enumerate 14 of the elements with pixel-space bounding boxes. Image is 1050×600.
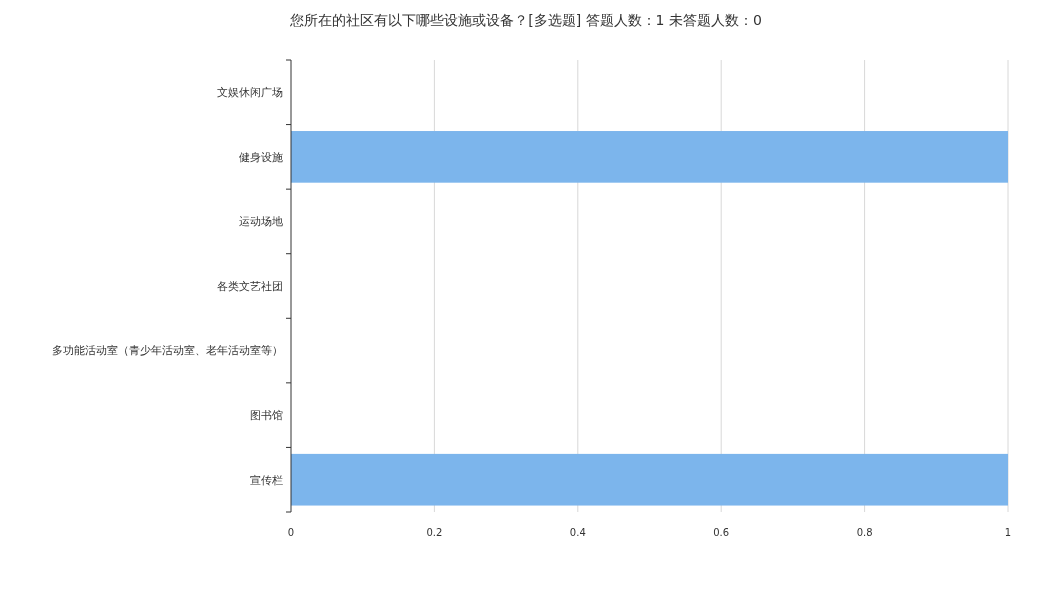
x-tick-label: 0: [287, 527, 295, 538]
y-tick-label: 图书馆: [250, 408, 283, 422]
x-tick-label: 0.4: [569, 527, 586, 538]
chart-title: 您所在的社区有以下哪些设施或设备？[多选题] 答题人数：1 未答题人数：0: [289, 12, 762, 28]
y-tick-label: 多功能活动室（青少年活动室、老年活动室等）: [52, 344, 283, 358]
y-tick-label: 健身设施: [239, 150, 283, 164]
y-tick-label: 文娱休闲广场: [217, 86, 283, 100]
x-tick-label: 0.2: [426, 527, 443, 538]
y-tick-label: 宣传栏: [250, 473, 283, 487]
x-tick-label: 0.6: [713, 527, 730, 538]
y-tick-label: 各类文艺社团: [217, 279, 283, 293]
x-tick-label: 1: [1004, 527, 1012, 538]
y-tick-label: 运动场地: [239, 215, 283, 229]
x-tick-label: 0.8: [856, 527, 873, 538]
